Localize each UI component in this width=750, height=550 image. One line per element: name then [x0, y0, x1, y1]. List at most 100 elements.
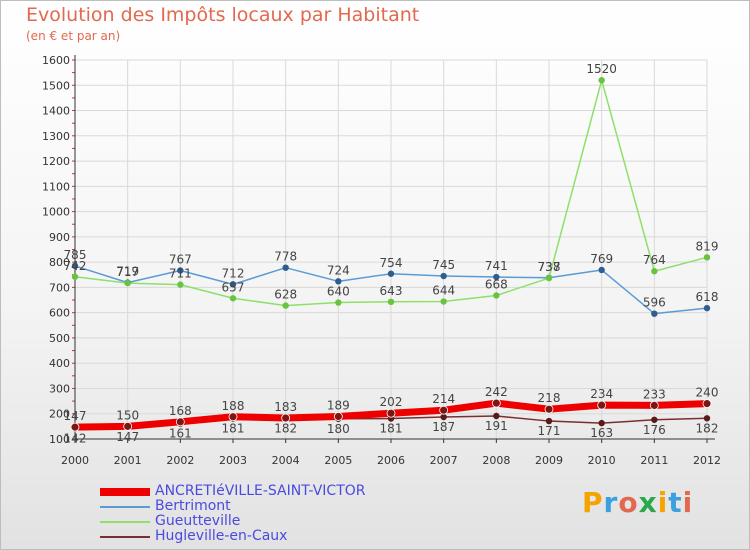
- data-label: 181: [380, 422, 403, 436]
- series-point: [229, 295, 237, 302]
- logo-letter: t: [668, 486, 683, 519]
- data-label: 182: [274, 421, 297, 435]
- data-label: 147: [116, 430, 139, 444]
- data-label: 644: [432, 284, 455, 298]
- data-label: 183: [274, 400, 297, 414]
- proxiti-logo: Proxiti: [582, 486, 693, 519]
- data-label: 150: [116, 408, 139, 422]
- series-point: [282, 302, 289, 309]
- data-label: 618: [696, 290, 719, 304]
- series-point: [386, 408, 396, 418]
- data-label: 767: [169, 252, 192, 266]
- data-label: 202: [380, 395, 403, 409]
- data-label: 187: [432, 420, 455, 434]
- data-label: 182: [696, 421, 719, 435]
- series-point: [387, 298, 395, 306]
- y-tick-label: 700: [49, 281, 70, 294]
- series-point: [651, 310, 658, 317]
- data-label: 745: [432, 258, 455, 272]
- data-label: 769: [590, 252, 613, 266]
- series-point: [493, 292, 500, 299]
- data-label: 142: [64, 431, 87, 445]
- series-point: [228, 412, 238, 422]
- series-point: [544, 404, 554, 414]
- data-labels: 147 150 168 188 183 189 202 214 242 218 234 233 240 7…: [64, 62, 719, 445]
- series-point: [703, 415, 711, 422]
- legend-swatch: [100, 487, 150, 496]
- data-label: 778: [274, 250, 297, 264]
- legend-label: Bertrimont: [155, 498, 231, 514]
- y-tick-label: 200: [49, 408, 70, 421]
- data-label: 180: [327, 422, 350, 436]
- x-tick-label: 2001: [114, 454, 142, 467]
- x-tick-label: 2003: [219, 454, 247, 467]
- y-tick-label: 900: [49, 231, 70, 244]
- data-label: 741: [485, 259, 508, 273]
- series-point: [124, 279, 131, 287]
- y-tick-label: 1200: [42, 155, 70, 168]
- data-label: 717: [116, 265, 139, 279]
- series-point: [493, 273, 500, 281]
- y-tick-label: 1000: [42, 206, 70, 219]
- y-tick-label: 1600: [42, 54, 70, 67]
- axes: 1002003004005006007008009001000110012001…: [42, 54, 721, 467]
- y-tick-label: 400: [49, 357, 70, 370]
- y-tick-label: 1400: [42, 105, 70, 118]
- chart-title: Evolution des Impôts locaux par Habitant: [26, 4, 420, 26]
- data-label: 738: [538, 260, 561, 274]
- x-tick-label: 2012: [693, 454, 721, 467]
- data-label: 188: [222, 399, 245, 413]
- legend-label: ANCRETIéVILLE-SAINT-VICTOR: [155, 483, 366, 499]
- series-point: [651, 268, 658, 275]
- series-point: [703, 254, 711, 261]
- series-point: [175, 417, 185, 427]
- legend-label: Gueutteville: [155, 513, 241, 529]
- data-label: 147: [64, 409, 87, 423]
- data-label: 764: [643, 253, 666, 267]
- series-point: [335, 299, 342, 306]
- logo-letter: x: [638, 486, 658, 519]
- series-point: [649, 400, 659, 410]
- x-tick-label: 2000: [61, 454, 89, 467]
- series-point: [597, 400, 607, 410]
- data-label: 161: [169, 427, 192, 441]
- y-tick-label: 800: [49, 256, 70, 269]
- logo-letter: i: [682, 486, 694, 519]
- series-point: [71, 262, 79, 270]
- series-point: [440, 298, 447, 305]
- series-point: [333, 412, 343, 421]
- series-point: [177, 267, 184, 274]
- series-point: [651, 416, 658, 423]
- data-label: 737: [538, 260, 561, 274]
- x-tick-label: 2010: [588, 454, 616, 467]
- series-point: [440, 413, 447, 421]
- data-label: 819: [696, 239, 719, 253]
- x-tick-label: 2011: [640, 454, 668, 467]
- y-tick-label: 600: [49, 307, 70, 320]
- data-label: 168: [169, 404, 192, 418]
- data-label: 181: [222, 422, 245, 436]
- data-label: 754: [380, 256, 403, 270]
- logo-letter: o: [618, 486, 639, 519]
- data-label: 242: [485, 385, 508, 399]
- series-point: [70, 422, 80, 432]
- series-point: [598, 77, 605, 84]
- y-tick-label: 1500: [42, 79, 70, 92]
- x-tick-label: 2006: [377, 454, 405, 467]
- data-label: 218: [538, 391, 561, 405]
- series: [70, 77, 712, 432]
- data-label: 1520: [586, 62, 617, 76]
- series-point: [545, 274, 553, 282]
- data-label: 742: [64, 259, 87, 273]
- series-point: [335, 278, 342, 285]
- data-label: 628: [274, 288, 297, 302]
- y-tick-label: 1100: [42, 180, 70, 193]
- data-label: 724: [327, 263, 350, 277]
- data-label: 171: [538, 424, 561, 438]
- legend-swatch: [100, 535, 150, 538]
- series-point: [281, 413, 291, 423]
- series-point: [702, 399, 712, 409]
- series-point: [229, 281, 237, 288]
